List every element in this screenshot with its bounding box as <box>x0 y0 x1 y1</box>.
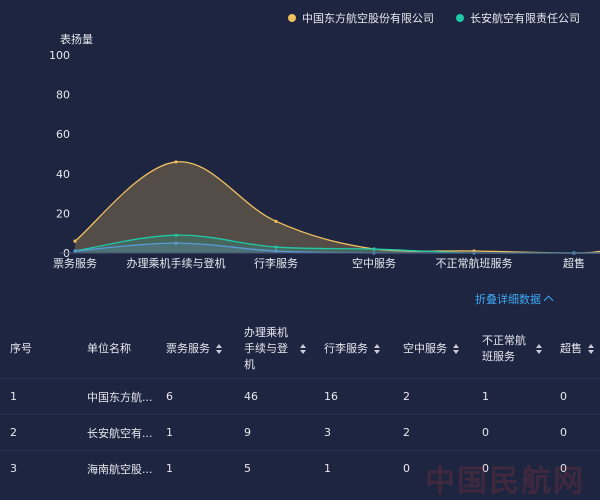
y-axis-label: 表扬量 <box>60 32 93 46</box>
series-point[interactable] <box>73 239 77 243</box>
series-point[interactable] <box>372 247 376 251</box>
sort-icon[interactable] <box>300 344 306 354</box>
cell-oversale: 0 <box>550 414 600 451</box>
header-unit-name: 单位名称 <box>77 320 156 379</box>
chevron-up-icon <box>543 295 554 306</box>
cell-ticket-service: 6 <box>156 378 234 415</box>
cell-irregular-flight: 1 <box>472 378 550 415</box>
header-oversale[interactable]: 超售 <box>550 320 600 379</box>
table-row[interactable]: 3 海南航空股... 1 5 1 0 0 0 <box>0 450 600 486</box>
cell-irregular-flight: 0 <box>472 414 550 451</box>
series-point[interactable] <box>73 249 77 253</box>
cell-baggage-service: 1 <box>314 450 393 486</box>
series-area <box>75 243 600 253</box>
cell-checkin-boarding: 9 <box>234 414 314 451</box>
chart-legend: 中国东方航空股份有限公司 长安航空有限责任公司 <box>288 10 580 26</box>
x-tick-label: 票务服务 <box>53 257 97 270</box>
sort-icon[interactable] <box>536 344 542 354</box>
header-baggage-service[interactable]: 行李服务 <box>314 320 393 379</box>
sort-icon[interactable] <box>453 344 459 354</box>
sort-icon[interactable] <box>374 344 380 354</box>
x-tick-label: 超售 <box>563 256 585 270</box>
series-point[interactable] <box>174 233 178 237</box>
cell-inflight-service: 2 <box>393 414 472 451</box>
data-table: 序号 单位名称 票务服务 办理乘机手续与登机 行李服务 空中服务 不正常航班服务… <box>0 320 600 486</box>
cell-unit-name: 长安航空有... <box>77 414 156 451</box>
header-inflight-service[interactable]: 空中服务 <box>393 320 472 379</box>
y-tick-label: 20 <box>56 207 70 220</box>
legend-item-eastern[interactable]: 中国东方航空股份有限公司 <box>288 10 434 26</box>
sort-icon[interactable] <box>216 344 222 354</box>
y-tick-label: 80 <box>56 89 70 102</box>
cell-unit-name: 中国东方航... <box>77 378 156 415</box>
watermark-logo: 中国民航网 <box>425 464 585 499</box>
cell-oversale: 0 <box>550 378 600 415</box>
y-tick-label: 100 <box>49 49 70 62</box>
table-header-row: 序号 单位名称 票务服务 办理乘机手续与登机 行李服务 空中服务 不正常航班服务… <box>0 320 600 379</box>
series-point[interactable] <box>174 241 178 245</box>
y-tick-label: 40 <box>56 168 70 181</box>
header-unit-name-label: 单位名称 <box>87 342 131 355</box>
table-row[interactable]: 1 中国东方航... 6 46 16 2 1 0 <box>0 378 600 415</box>
legend-label-changan: 长安航空有限责任公司 <box>470 12 580 25</box>
cell-unit-name: 海南航空股... <box>77 450 156 486</box>
cell-ticket-service: 1 <box>156 450 234 486</box>
header-baggage-service-label: 行李服务 <box>324 342 368 355</box>
y-tick-label: 60 <box>56 128 70 141</box>
area-chart: 表扬量 020406080100 票务服务办理乘机手续与登机行李服务空中服务不正… <box>49 32 600 270</box>
cell-baggage-service: 3 <box>314 414 393 451</box>
cell-checkin-boarding: 5 <box>234 450 314 486</box>
series-point[interactable] <box>274 249 278 253</box>
series-area <box>75 235 600 253</box>
header-checkin-boarding[interactable]: 办理乘机手续与登机 <box>234 320 314 379</box>
header-irregular-flight[interactable]: 不正常航班服务 <box>472 320 550 379</box>
x-axis-ticks: 票务服务 办理乘机手续与登机 行李服务 空中服务 不正常航班服务 超售 <box>53 256 585 270</box>
cell-inflight-service: 2 <box>393 378 472 415</box>
header-index: 序号 <box>0 320 77 379</box>
table-row[interactable]: 2 长安航空有... 1 9 3 2 0 0 <box>0 414 600 451</box>
legend-label-eastern: 中国东方航空股份有限公司 <box>302 12 434 25</box>
x-tick-label: 空中服务 <box>352 256 396 270</box>
series-point[interactable] <box>274 245 278 249</box>
cell-inflight-service: 0 <box>393 450 472 486</box>
header-checkin-boarding-label: 办理乘机手续与登机 <box>244 326 288 371</box>
cell-index: 3 <box>0 450 77 486</box>
cell-index: 1 <box>0 378 77 415</box>
series-point[interactable] <box>174 160 178 164</box>
series-area <box>75 161 600 253</box>
cell-checkin-boarding: 46 <box>234 378 314 415</box>
x-tick-label: 不正常航班服务 <box>436 256 513 270</box>
cell-irregular-flight: 0 <box>472 450 550 486</box>
legend-item-changan[interactable]: 长安航空有限责任公司 <box>456 10 580 26</box>
cell-oversale: 0 <box>550 450 600 486</box>
sort-icon[interactable] <box>588 344 594 354</box>
collapse-details-toggle[interactable]: 折叠详细数据 <box>475 291 554 307</box>
legend-dot-eastern <box>288 14 296 22</box>
legend-dot-changan <box>456 14 464 22</box>
header-inflight-service-label: 空中服务 <box>403 342 447 355</box>
chart-series <box>73 160 600 255</box>
header-oversale-label: 超售 <box>560 342 582 355</box>
cell-ticket-service: 1 <box>156 414 234 451</box>
header-ticket-service-label: 票务服务 <box>166 342 210 355</box>
y-axis-ticks: 020406080100 <box>49 49 70 260</box>
x-tick-label: 办理乘机手续与登机 <box>127 256 226 270</box>
header-ticket-service[interactable]: 票务服务 <box>156 320 234 379</box>
series-point[interactable] <box>274 219 278 223</box>
cell-index: 2 <box>0 414 77 451</box>
collapse-details-label: 折叠详细数据 <box>475 293 541 306</box>
header-index-label: 序号 <box>10 342 32 355</box>
x-tick-label: 行李服务 <box>254 256 298 270</box>
cell-baggage-service: 16 <box>314 378 393 415</box>
header-irregular-flight-label: 不正常航班服务 <box>482 334 526 363</box>
